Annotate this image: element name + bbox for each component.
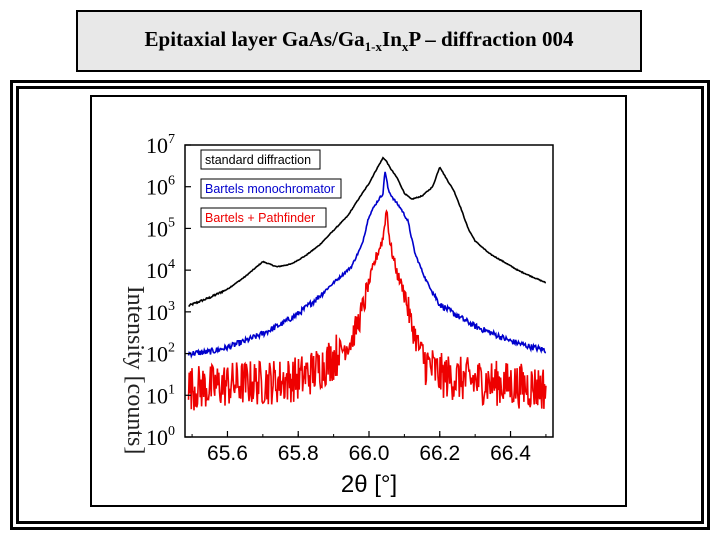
x-axis-label: 2θ [°] [341, 471, 397, 498]
y-axis-label: Intensity [counts] [122, 286, 148, 455]
series-layer [187, 156, 547, 411]
legend-entry-label: Bartels monochromator [205, 182, 335, 196]
x-tick-label: 66.2 [419, 442, 460, 465]
title-main: Epitaxial layer GaAs/Ga [144, 26, 365, 51]
outer-frame [10, 80, 710, 530]
legend-entry-label: standard diffraction [205, 153, 311, 167]
title-subscript-2: x [401, 39, 409, 55]
y-tick-label: 101 [146, 382, 175, 408]
legend: standard diffraction Bartels monochromato… [200, 149, 342, 228]
y-tick-label: 106 [146, 174, 175, 200]
y-tick-label: 100 [146, 424, 175, 450]
x-tick-label: 65.8 [278, 442, 319, 465]
slide-title-box: Epitaxial layer GaAs/Ga1-xInxP – diffrac… [76, 10, 642, 72]
title-end: P – diffraction 004 [408, 26, 574, 51]
axis-layer: 65.6 65.8 66.0 66.2 66.4 100 101 102 103 104 105 10… [146, 132, 547, 465]
title-mid: In [382, 26, 402, 51]
plot-panel [90, 95, 627, 507]
x-tick-label: 66.0 [349, 442, 390, 465]
series-line-3 [187, 209, 547, 411]
series-line-1 [188, 156, 546, 307]
x-tick-label: 65.6 [207, 442, 248, 465]
slide-title: Epitaxial layer GaAs/Ga1-xInxP – diffrac… [145, 27, 574, 55]
series-line-2 [187, 171, 547, 359]
inner-frame [16, 86, 704, 524]
y-tick-label: 107 [146, 132, 175, 158]
y-tick-label: 105 [146, 215, 175, 241]
title-subscript-1: 1-x [364, 39, 383, 55]
legend-entry-box [200, 149, 321, 170]
y-tick-label: 104 [146, 257, 175, 283]
legend-entry-label: Bartels + Pathfinder [205, 211, 315, 225]
x-tick-label: 66.4 [490, 442, 531, 465]
legend-entry-box [200, 178, 342, 199]
y-tick-label: 103 [146, 299, 175, 325]
legend-entry-box [200, 207, 327, 228]
y-tick-label: 102 [146, 341, 175, 367]
